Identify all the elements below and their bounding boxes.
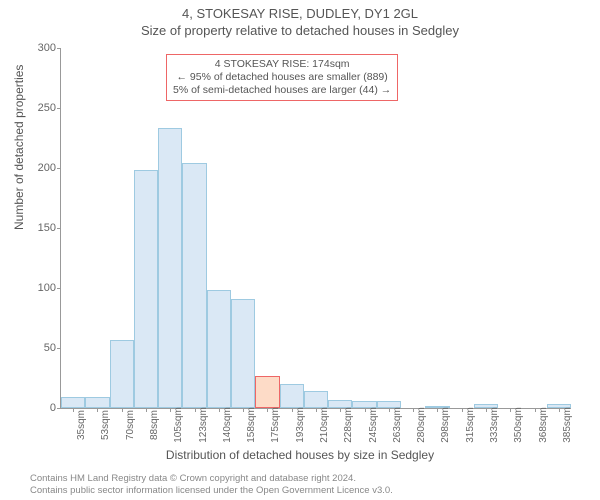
x-tick bbox=[535, 408, 536, 412]
y-tick bbox=[57, 288, 61, 289]
x-tick-label: 158sqm bbox=[246, 407, 257, 443]
x-tick bbox=[73, 408, 74, 412]
histogram-bar bbox=[304, 391, 328, 408]
x-tick bbox=[510, 408, 511, 412]
x-tick bbox=[146, 408, 147, 412]
annotation-line-2: ← 95% of detached houses are smaller (88… bbox=[173, 71, 391, 84]
x-tick-label: 315sqm bbox=[465, 407, 476, 443]
x-tick bbox=[462, 408, 463, 412]
x-tick-label: 53sqm bbox=[100, 410, 111, 440]
histogram-bar bbox=[182, 163, 206, 408]
x-tick bbox=[97, 408, 98, 412]
y-tick-label: 250 bbox=[11, 102, 56, 114]
x-tick bbox=[195, 408, 196, 412]
chart-container: 05010015020025030035sqm53sqm70sqm88sqm10… bbox=[60, 48, 570, 408]
x-tick-label: 333sqm bbox=[489, 407, 500, 443]
y-tick bbox=[57, 108, 61, 109]
x-tick bbox=[170, 408, 171, 412]
x-tick bbox=[413, 408, 414, 412]
y-tick-label: 0 bbox=[11, 402, 56, 414]
y-tick-label: 50 bbox=[11, 342, 56, 354]
x-tick bbox=[437, 408, 438, 412]
histogram-bar bbox=[61, 397, 85, 408]
x-tick-label: 35sqm bbox=[76, 410, 87, 440]
x-tick bbox=[243, 408, 244, 412]
y-tick bbox=[57, 228, 61, 229]
x-tick bbox=[316, 408, 317, 412]
x-tick bbox=[219, 408, 220, 412]
histogram-bar bbox=[134, 170, 158, 408]
x-tick-label: 245sqm bbox=[368, 407, 379, 443]
x-tick bbox=[486, 408, 487, 412]
y-tick-label: 100 bbox=[11, 282, 56, 294]
annotation-line-3: 5% of semi-detached houses are larger (4… bbox=[173, 84, 391, 97]
plot-area: 05010015020025030035sqm53sqm70sqm88sqm10… bbox=[60, 48, 571, 409]
histogram-bar-highlight bbox=[255, 376, 279, 408]
y-tick-label: 300 bbox=[11, 42, 56, 54]
x-tick-label: 140sqm bbox=[222, 407, 233, 443]
y-axis-title: Number of detached properties bbox=[12, 65, 26, 230]
histogram-bar bbox=[110, 340, 134, 408]
x-tick bbox=[267, 408, 268, 412]
x-tick-label: 88sqm bbox=[149, 410, 160, 440]
x-tick-label: 228sqm bbox=[343, 407, 354, 443]
x-tick-label: 298sqm bbox=[440, 407, 451, 443]
x-tick-label: 385sqm bbox=[562, 407, 573, 443]
x-tick bbox=[389, 408, 390, 412]
x-tick-label: 263sqm bbox=[392, 407, 403, 443]
y-tick bbox=[57, 348, 61, 349]
x-tick-label: 368sqm bbox=[538, 407, 549, 443]
histogram-bar bbox=[231, 299, 255, 408]
annotation-box: 4 STOKESAY RISE: 174sqm← 95% of detached… bbox=[166, 54, 398, 101]
x-tick-label: 105sqm bbox=[173, 407, 184, 443]
x-tick-label: 70sqm bbox=[125, 410, 136, 440]
x-tick bbox=[559, 408, 560, 412]
annotation-line-1: 4 STOKESAY RISE: 174sqm bbox=[173, 58, 391, 71]
footer-attribution: Contains HM Land Registry data © Crown c… bbox=[30, 473, 393, 496]
x-axis-title: Distribution of detached houses by size … bbox=[0, 448, 600, 462]
y-tick-label: 150 bbox=[11, 222, 56, 234]
x-tick bbox=[292, 408, 293, 412]
histogram-bar bbox=[85, 397, 109, 408]
y-tick bbox=[57, 408, 61, 409]
histogram-bar bbox=[207, 290, 231, 408]
chart-title-main: 4, STOKESAY RISE, DUDLEY, DY1 2GL bbox=[0, 0, 600, 21]
x-tick-label: 175sqm bbox=[270, 407, 281, 443]
histogram-bar bbox=[280, 384, 304, 408]
x-tick-label: 280sqm bbox=[416, 407, 427, 443]
footer-line-1: Contains HM Land Registry data © Crown c… bbox=[30, 473, 393, 484]
x-tick-label: 123sqm bbox=[198, 407, 209, 443]
y-tick bbox=[57, 168, 61, 169]
x-tick-label: 350sqm bbox=[513, 407, 524, 443]
x-tick bbox=[122, 408, 123, 412]
y-tick-label: 200 bbox=[11, 162, 56, 174]
x-tick-label: 193sqm bbox=[295, 407, 306, 443]
footer-line-2: Contains public sector information licen… bbox=[30, 485, 393, 496]
x-tick bbox=[340, 408, 341, 412]
histogram-bar bbox=[158, 128, 182, 408]
x-tick-label: 210sqm bbox=[319, 407, 330, 443]
chart-title-sub: Size of property relative to detached ho… bbox=[0, 21, 600, 38]
x-tick bbox=[365, 408, 366, 412]
y-tick bbox=[57, 48, 61, 49]
